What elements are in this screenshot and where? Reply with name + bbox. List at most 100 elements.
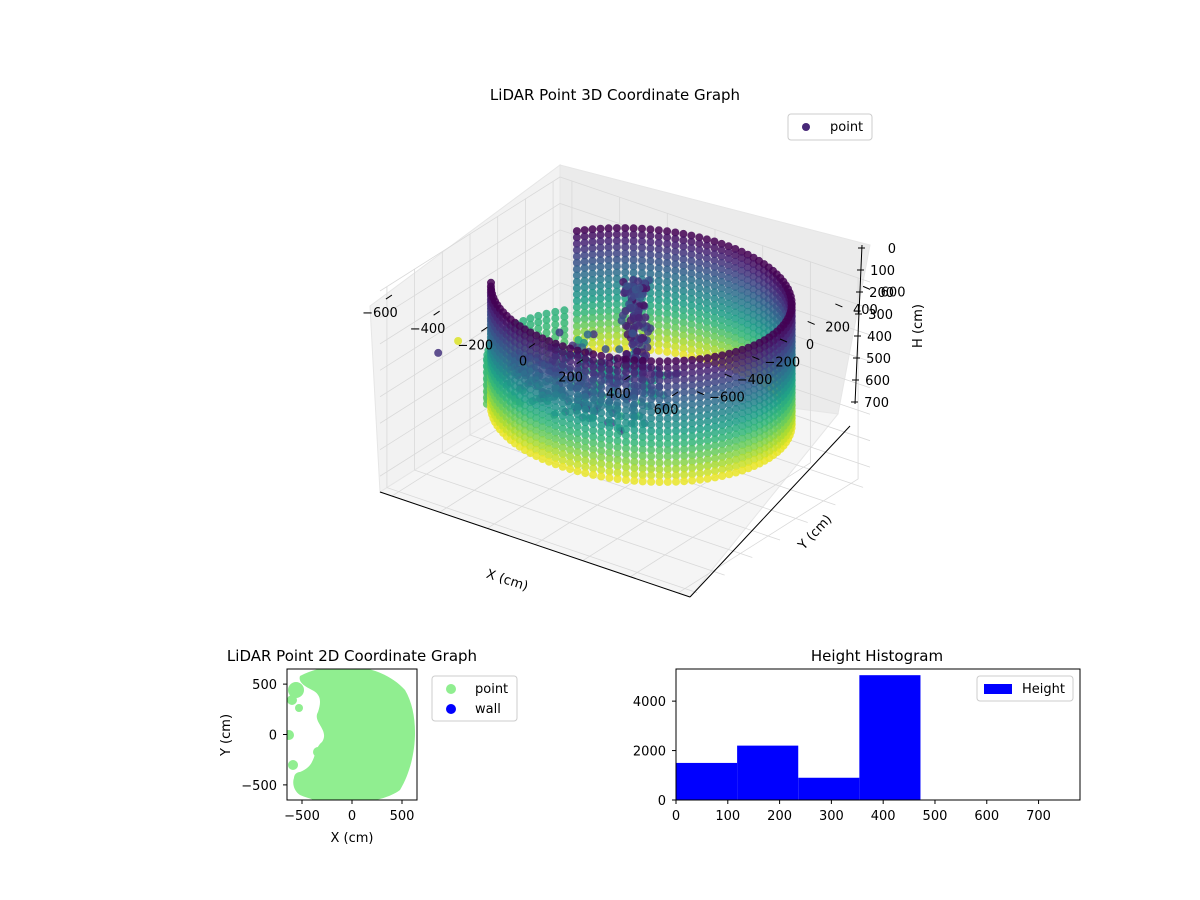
- data-point-3d: [688, 394, 697, 403]
- data-point-3d: [605, 416, 614, 425]
- data-point-3d: [738, 390, 747, 399]
- data-point-3d: [581, 412, 590, 420]
- data-point-3d: [597, 453, 606, 462]
- data-point-3d: [663, 477, 672, 486]
- data-point-3d: [558, 456, 567, 465]
- data-point-3d: [672, 471, 680, 480]
- data-point-3d: [672, 363, 680, 372]
- data-point-3d: [647, 458, 656, 467]
- data-point-3d: [630, 356, 639, 365]
- data-point-3d: [596, 300, 605, 309]
- data-point-3d: [589, 420, 598, 429]
- data-point-3d: [597, 428, 606, 436]
- data-point-3d: [718, 472, 727, 480]
- y-tick-3d: [696, 391, 705, 396]
- data-point-3d: [702, 267, 711, 276]
- data-point-3d: [710, 282, 719, 290]
- data-point-3d: [596, 237, 605, 246]
- data-point-3d: [597, 409, 606, 417]
- y-tick-3d: [724, 373, 732, 378]
- data-point-3d: [725, 457, 734, 466]
- data-point-3d: [605, 404, 614, 412]
- data-point-3d: [655, 376, 664, 385]
- data-point-3d: [597, 389, 606, 398]
- data-point-3d: [630, 375, 639, 384]
- data-point-3d: [647, 414, 656, 423]
- data-point-3d: [604, 313, 613, 322]
- data-point-3d: [551, 371, 560, 380]
- data-point-3d: [654, 327, 663, 336]
- data-point-3d: [711, 371, 719, 380]
- data-point-3d: [604, 230, 613, 239]
- data-point-3d: [672, 401, 680, 410]
- data-point-3d: [613, 468, 622, 477]
- data-point-3d: [671, 285, 680, 294]
- data-point-3d: [630, 407, 639, 415]
- data-point-3d: [672, 452, 680, 461]
- data-point-3d: [551, 320, 560, 329]
- y-tick-label-3d: −600: [709, 391, 745, 406]
- data-point-3d: [718, 370, 727, 379]
- data-point-3d: [538, 340, 547, 349]
- data-point-3d: [680, 356, 689, 365]
- point-2d: [287, 695, 297, 705]
- data-point-3d: [572, 258, 581, 267]
- data-point-3d: [672, 407, 680, 416]
- data-point-3d: [646, 269, 655, 278]
- data-point-3d: [724, 343, 733, 352]
- chart-2d-title: LiDAR Point 2D Coordinate Graph: [227, 647, 477, 665]
- data-point-3d: [604, 262, 613, 271]
- grid-line-x: [630, 261, 811, 578]
- data-point-3d: [731, 411, 740, 420]
- data-point-3d: [710, 269, 719, 278]
- data-point-3d: [646, 295, 655, 304]
- data-point-3d: [630, 362, 639, 371]
- y-tick-3d: [779, 338, 788, 343]
- data-point-3d: [630, 381, 639, 390]
- data-point-3d: [695, 252, 704, 261]
- data-point-3d: [654, 277, 663, 285]
- data-point-3d: [679, 249, 688, 257]
- data-point-3d: [526, 334, 535, 343]
- data-point-3d: [538, 455, 547, 463]
- data-point-3d: [612, 249, 621, 258]
- data-point-3d: [581, 399, 590, 408]
- data-point-3d: [679, 312, 688, 321]
- data-point-3d: [622, 387, 630, 396]
- data-point-3d: [646, 244, 655, 253]
- data-point-3d: [566, 357, 575, 366]
- data-point-3d: [551, 415, 560, 424]
- data-point-3d: [696, 393, 704, 402]
- data-point-3d: [581, 469, 590, 478]
- data-point-3d: [731, 302, 740, 311]
- data-point-3d: [738, 352, 747, 361]
- data-point-3d: [612, 306, 621, 315]
- data-point-3d: [663, 278, 672, 286]
- data-point-3d: [679, 350, 688, 359]
- data-point-3d: [647, 471, 656, 480]
- data-point-3d: [655, 382, 664, 391]
- data-point-3d: [738, 460, 747, 469]
- data-point-3d: [638, 256, 646, 265]
- data-point-3d: [613, 379, 622, 388]
- data-point-3d: [731, 270, 740, 279]
- data-point-3d: [596, 319, 605, 328]
- data-point-3d: [688, 375, 697, 383]
- data-point-3d: [588, 231, 597, 240]
- data-point-3d: [597, 415, 606, 424]
- data-point-3d: [703, 442, 712, 451]
- data-point-3d: [680, 394, 689, 403]
- y-tick-label-3d: 0: [806, 338, 814, 353]
- data-point-3d: [573, 454, 582, 463]
- data-point-3d: [663, 433, 672, 442]
- data-point-3d: [628, 340, 637, 349]
- data-point-3d: [613, 373, 622, 382]
- data-point-3d: [654, 315, 663, 324]
- data-point-3d: [605, 423, 614, 432]
- data-point-3d: [613, 392, 622, 401]
- data-point-3d: [695, 309, 704, 318]
- data-point-3d: [711, 467, 719, 476]
- data-point-3d: [604, 268, 613, 277]
- x-tick-label-2d: 500: [390, 809, 415, 824]
- data-point-3d: [566, 439, 575, 448]
